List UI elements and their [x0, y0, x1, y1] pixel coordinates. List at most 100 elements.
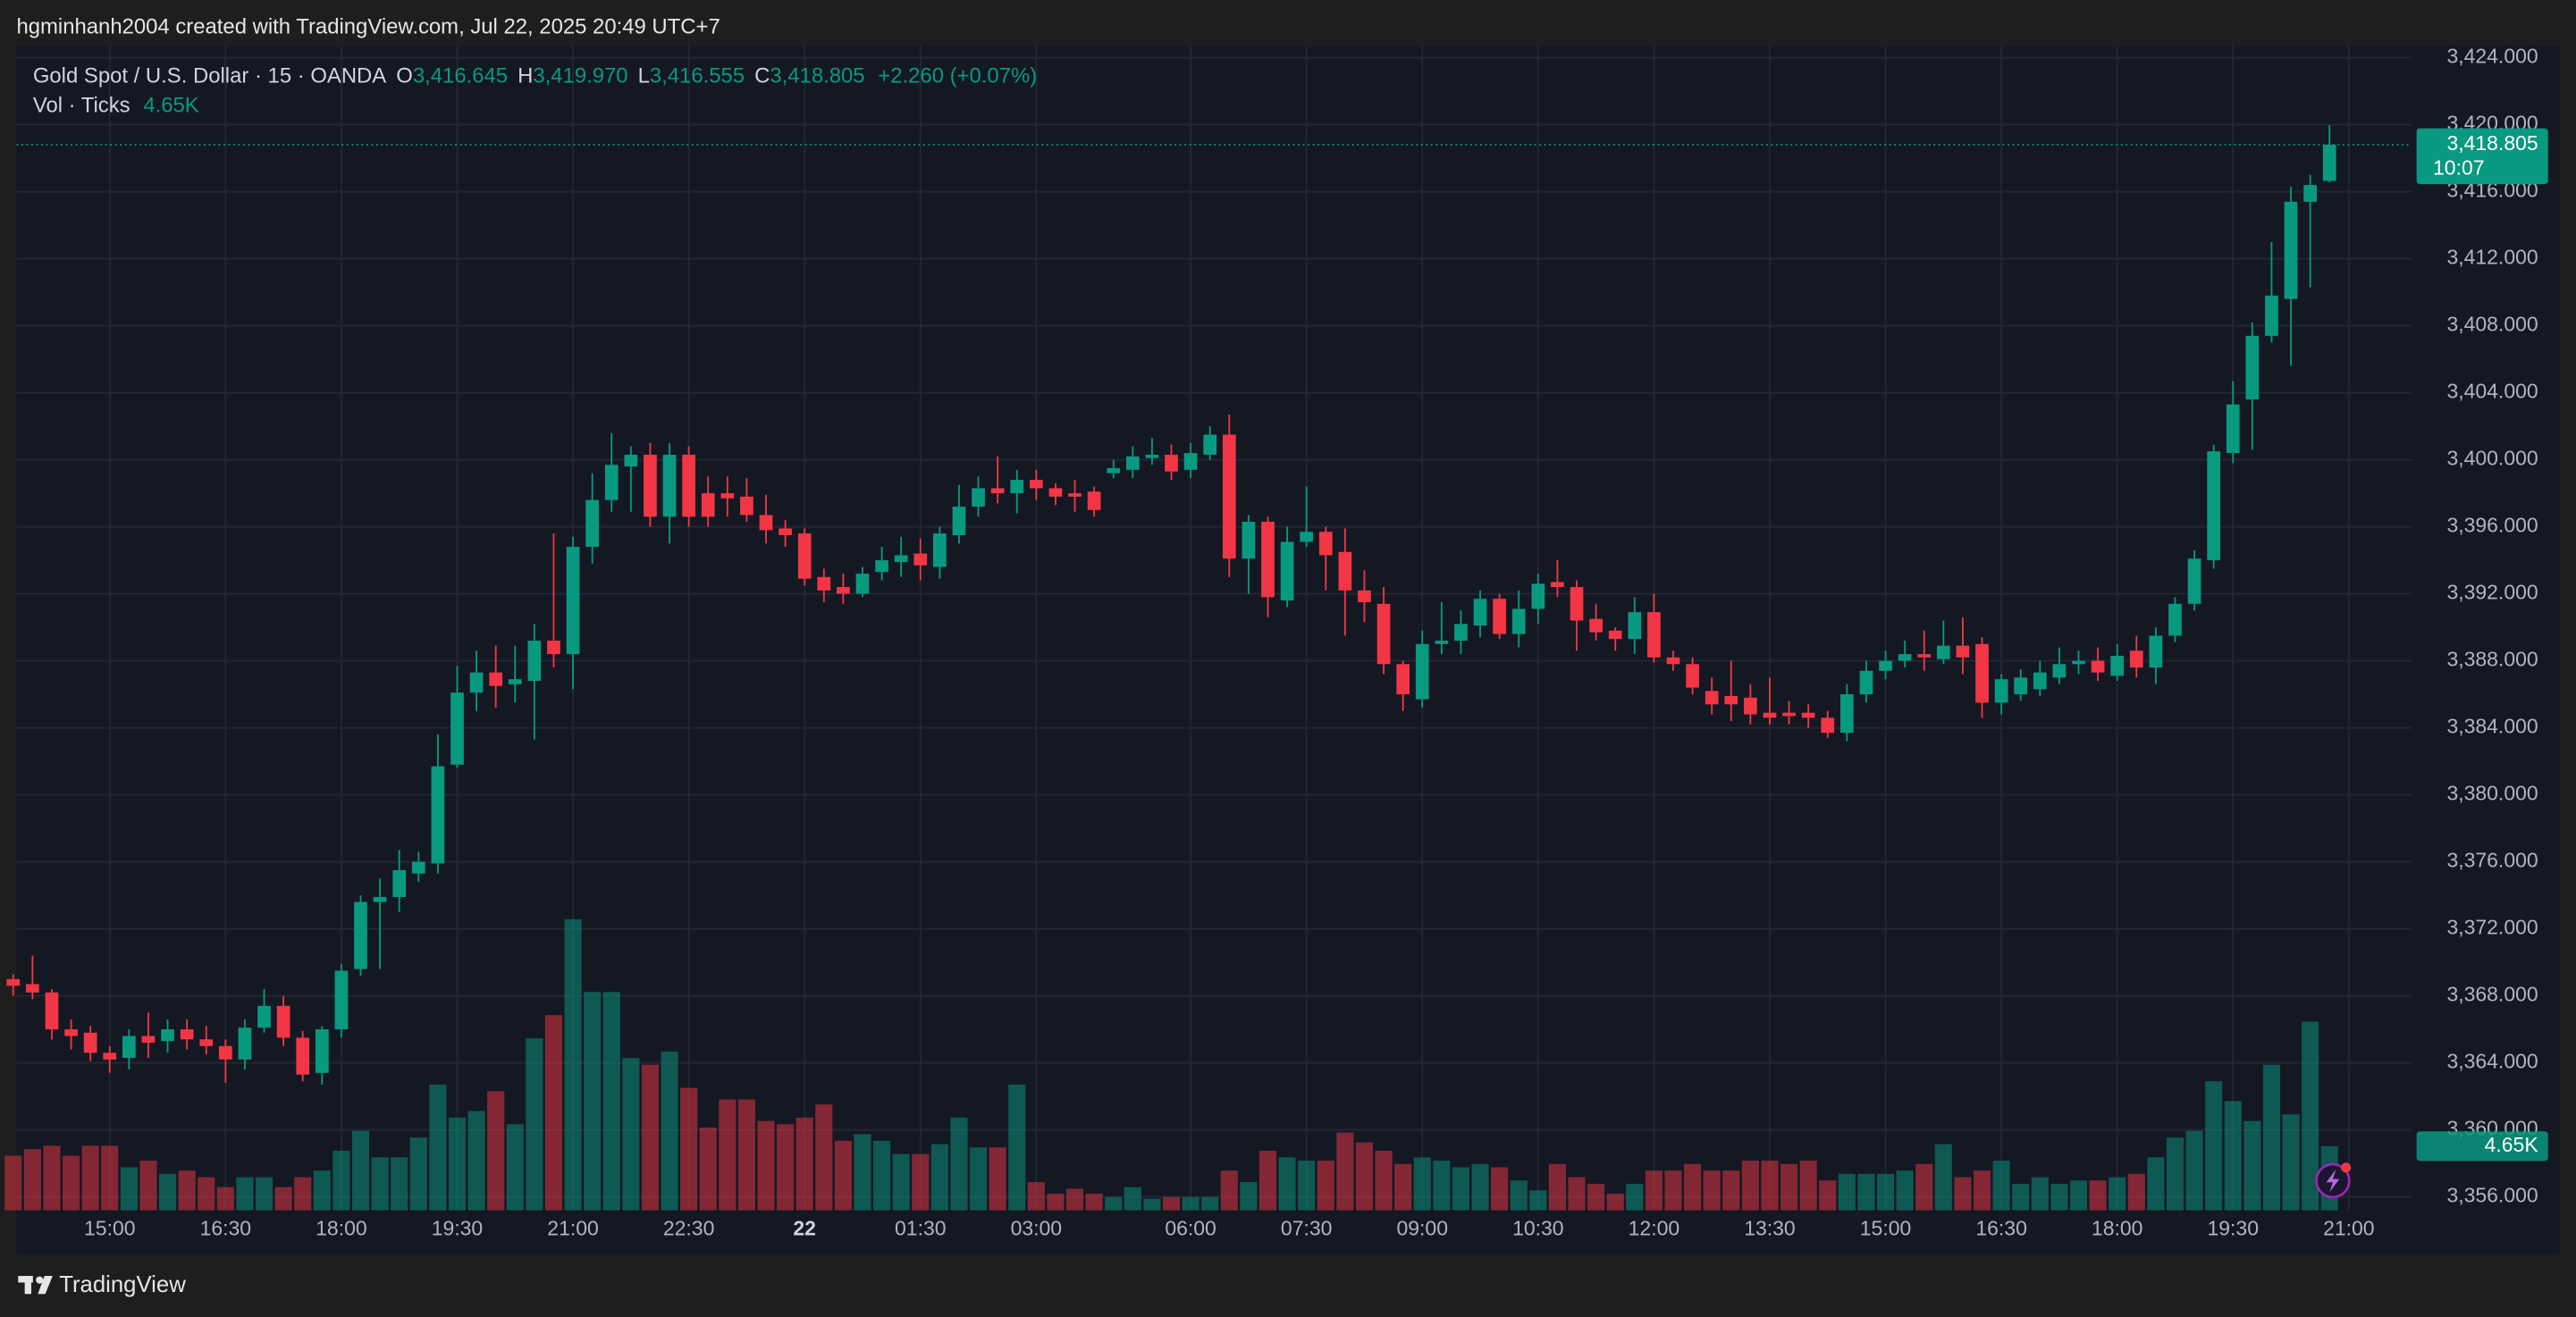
- alert-icon[interactable]: [2315, 1162, 2352, 1199]
- candle-body: [1839, 694, 1854, 734]
- price-label: 3,418.805: [2446, 131, 2538, 155]
- x-tick-label: 18:00: [316, 1217, 366, 1240]
- volume-bar: [1684, 1163, 1702, 1211]
- volume-bar: [1259, 1150, 1277, 1211]
- volume-label-box: [2416, 1131, 2548, 1162]
- x-tick-label: 07:30: [1281, 1217, 1332, 1240]
- candle-body: [2303, 185, 2317, 202]
- volume-bar: [777, 1124, 795, 1211]
- candle-body: [740, 496, 753, 516]
- volume-name: Vol · Ticks: [33, 94, 130, 118]
- volume-bar: [2302, 1021, 2319, 1211]
- candle-body: [855, 574, 870, 594]
- candle-body: [2149, 635, 2163, 668]
- y-tick-label: 3,392.000: [2446, 581, 2538, 604]
- volume-bar: [255, 1177, 274, 1211]
- volume-bar: [1645, 1170, 1663, 1211]
- volume-bar: [1085, 1194, 1103, 1211]
- volume-bar: [2012, 1183, 2030, 1211]
- volume-bar: [719, 1099, 737, 1211]
- candle-body: [1029, 480, 1043, 489]
- y-tick-label: 3,388.000: [2446, 648, 2538, 671]
- candle-body: [1763, 712, 1777, 718]
- volume-bar: [1278, 1157, 1296, 1211]
- y-tick-label: 3,376.000: [2446, 849, 2538, 872]
- volume-bar: [139, 1161, 157, 1211]
- candle-body: [45, 992, 59, 1030]
- volume-bar: [2224, 1101, 2242, 1211]
- volume-bar: [101, 1145, 119, 1211]
- candle-body: [1087, 491, 1101, 510]
- candle-body: [933, 533, 947, 567]
- volume-bar: [1780, 1163, 1798, 1211]
- grid: [16, 46, 2412, 1211]
- volume-bar: [120, 1167, 138, 1211]
- volume-bar: [2166, 1137, 2185, 1211]
- candle-body: [1705, 691, 1719, 705]
- candle-body: [875, 560, 888, 573]
- candle-body: [1010, 480, 1024, 494]
- volume-bar: [1162, 1196, 1181, 1211]
- volume-bar: [2282, 1114, 2300, 1211]
- candle-body: [2091, 660, 2105, 673]
- volume-bar: [23, 1149, 41, 1211]
- x-tick-label: 15:00: [84, 1217, 135, 1240]
- x-tick-label: 18:00: [2092, 1217, 2142, 1240]
- candle-body: [1203, 434, 1217, 455]
- candle-body: [1242, 521, 1256, 559]
- volume-bar: [873, 1140, 891, 1211]
- candle-body: [1917, 654, 1932, 658]
- volume-bar: [854, 1134, 871, 1211]
- candle-body: [1686, 664, 1699, 688]
- x-tick-label: 19:30: [432, 1217, 483, 1240]
- y-tick-label: 3,384.000: [2446, 715, 2538, 738]
- volume-bar: [1317, 1161, 1334, 1211]
- volume-bar: [526, 1038, 543, 1211]
- volume-bar: [351, 1130, 370, 1211]
- volume-bar: [1664, 1170, 1682, 1211]
- volume-bar: [2031, 1177, 2049, 1211]
- candle-body: [1859, 670, 1873, 695]
- volume-bar: [448, 1117, 467, 1211]
- volume-bar: [2147, 1157, 2165, 1211]
- volume-bar: [1819, 1180, 1837, 1211]
- x-tick-label: 15:00: [1860, 1217, 1911, 1240]
- volume-bar: [737, 1099, 755, 1211]
- candle-body: [1608, 630, 1622, 640]
- candle-body: [2207, 451, 2221, 561]
- volume-bar: [1548, 1163, 1566, 1211]
- candle-body: [103, 1053, 117, 1060]
- countdown: 10:07: [2433, 156, 2484, 180]
- candle-body: [64, 1029, 78, 1036]
- volume-bar: [487, 1091, 505, 1211]
- volume-bar: [1008, 1084, 1026, 1211]
- volume-legend: Vol · Ticks 4.65K: [33, 94, 199, 118]
- candle-body: [411, 861, 425, 874]
- price-label-box: [2416, 128, 2548, 185]
- candle-body: [1300, 532, 1314, 542]
- candle-body: [1879, 660, 1892, 671]
- brand-logo: [18, 1276, 53, 1295]
- candle-body: [1435, 641, 1449, 644]
- legend-value: 3,419.970: [533, 64, 627, 88]
- candle-body: [2033, 672, 2047, 690]
- candle-body: [1068, 493, 1082, 497]
- candle-body: [2168, 603, 2182, 636]
- volume-bar: [1394, 1163, 1412, 1211]
- volume-bar: [467, 1111, 485, 1211]
- x-tick-label: 10:30: [1512, 1217, 1563, 1240]
- candle-body: [83, 1032, 97, 1053]
- volume-bar: [1491, 1167, 1509, 1211]
- volume-bar: [1568, 1177, 1586, 1211]
- x-tick-label: 16:30: [1975, 1217, 2026, 1240]
- volume-bar: [2109, 1177, 2126, 1211]
- volume-bar: [1433, 1161, 1451, 1211]
- volume-bar: [1838, 1173, 1856, 1211]
- legend-key: C: [754, 64, 770, 88]
- volume-bar: [661, 1051, 678, 1211]
- x-tick-label: 22: [793, 1217, 816, 1240]
- chart-pane: [16, 46, 2560, 1255]
- candle-body: [624, 454, 638, 467]
